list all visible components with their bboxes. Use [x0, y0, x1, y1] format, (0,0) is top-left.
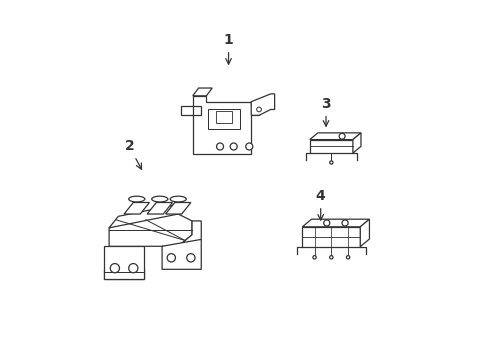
Polygon shape: [216, 111, 231, 123]
Polygon shape: [109, 203, 187, 228]
Polygon shape: [251, 94, 274, 115]
Polygon shape: [104, 246, 143, 279]
Circle shape: [341, 220, 347, 226]
Circle shape: [323, 220, 329, 226]
Polygon shape: [192, 96, 259, 154]
Polygon shape: [208, 109, 239, 129]
Text: 3: 3: [321, 97, 330, 126]
Polygon shape: [104, 269, 143, 279]
Polygon shape: [147, 203, 172, 214]
Circle shape: [256, 107, 261, 112]
Circle shape: [110, 264, 119, 273]
Polygon shape: [360, 219, 369, 247]
Polygon shape: [178, 221, 201, 249]
Polygon shape: [109, 214, 192, 246]
Polygon shape: [165, 203, 190, 214]
Text: 1: 1: [223, 33, 233, 64]
Polygon shape: [302, 227, 360, 247]
Polygon shape: [302, 219, 369, 227]
Circle shape: [329, 161, 332, 164]
Circle shape: [245, 143, 252, 150]
Circle shape: [186, 254, 195, 262]
Circle shape: [329, 256, 332, 259]
Polygon shape: [192, 88, 212, 96]
Ellipse shape: [128, 196, 144, 202]
Circle shape: [346, 256, 349, 259]
Circle shape: [230, 143, 237, 150]
Polygon shape: [309, 133, 360, 140]
Circle shape: [216, 143, 223, 150]
Circle shape: [312, 256, 316, 259]
Polygon shape: [181, 105, 192, 115]
Text: 2: 2: [124, 139, 141, 169]
Ellipse shape: [151, 196, 167, 202]
Text: 4: 4: [315, 189, 325, 220]
Circle shape: [167, 254, 175, 262]
Polygon shape: [124, 203, 149, 214]
Polygon shape: [162, 239, 201, 269]
Circle shape: [128, 264, 138, 273]
Circle shape: [339, 133, 345, 139]
Polygon shape: [352, 133, 360, 153]
Ellipse shape: [170, 196, 186, 202]
Polygon shape: [309, 140, 352, 153]
